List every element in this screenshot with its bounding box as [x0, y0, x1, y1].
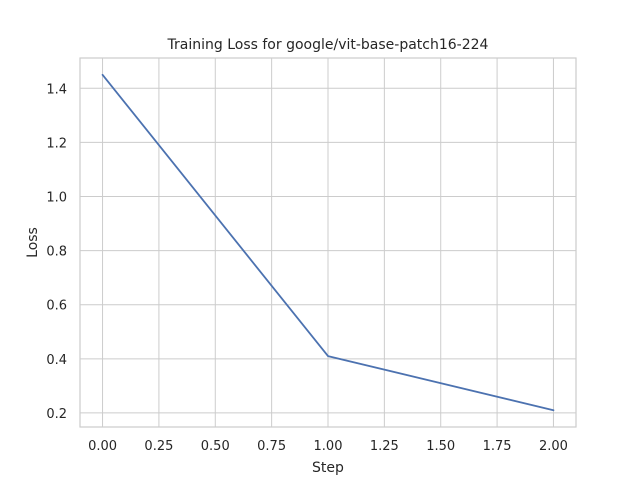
x-tick-label: 0.50	[201, 439, 230, 454]
x-gridlines	[102, 58, 554, 427]
series-line	[101, 73, 555, 412]
x-tick-label: 1.25	[370, 439, 399, 454]
y-axis-label: Loss	[25, 227, 41, 258]
x-tick-label: 2.00	[539, 439, 568, 454]
x-tick-label: 1.50	[426, 439, 455, 454]
y-gridlines	[80, 87, 576, 414]
x-tick-label: 0.00	[88, 439, 117, 454]
y-tick-label: 1.0	[46, 191, 67, 206]
plot-frame	[79, 57, 577, 428]
x-tick-labels: 0.00 0.25 0.50 0.75 1.00 1.25 1.50 1.75 2.00	[88, 439, 568, 454]
y-tick-label: 1.4	[46, 82, 67, 97]
y-tick-labels: 0.2 0.4 0.6 0.8 1.0 1.2 1.4	[46, 82, 67, 422]
x-tick-label: 0.75	[257, 439, 286, 454]
y-tick-label: 0.4	[46, 353, 67, 368]
y-tick-label: 1.2	[46, 136, 67, 151]
x-axis-label: Step	[312, 460, 344, 476]
chart-title: Training Loss for google/vit-base-patch1…	[167, 37, 489, 53]
x-tick-label: 0.25	[144, 439, 173, 454]
y-tick-label: 0.6	[46, 299, 67, 314]
y-tick-label: 0.2	[46, 407, 67, 422]
x-tick-label: 1.00	[314, 439, 343, 454]
series-layer	[101, 73, 555, 412]
x-tick-label: 1.75	[483, 439, 512, 454]
y-tick-label: 0.8	[46, 245, 67, 260]
